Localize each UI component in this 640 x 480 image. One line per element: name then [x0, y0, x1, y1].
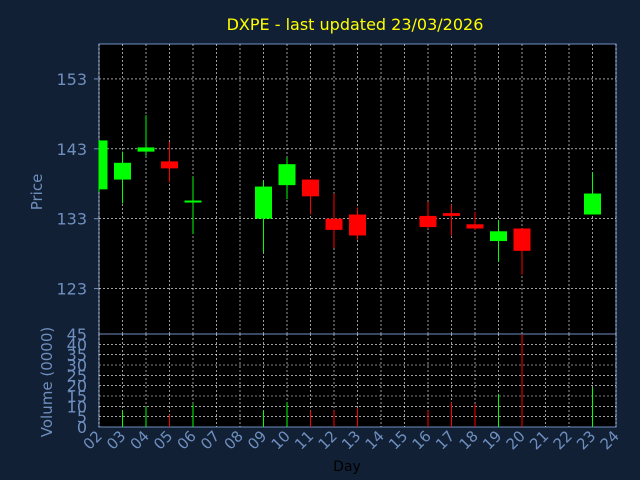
x-tick-label: 23: [573, 427, 599, 453]
candle-body: [490, 231, 507, 242]
price-tick-label: 153: [56, 70, 87, 89]
volume-tick-label: 30: [67, 356, 87, 375]
x-tick-label: 06: [174, 427, 200, 453]
candle-body: [99, 140, 108, 190]
x-tick-label: 19: [479, 427, 505, 453]
volume-tick-label: 45: [67, 325, 87, 344]
x-tick-label: 14: [362, 427, 388, 453]
candle-body: [513, 228, 531, 251]
x-tick-label: 05: [150, 427, 176, 453]
candle-body: [137, 147, 155, 152]
candle-body: [302, 179, 319, 197]
x-tick-label: 15: [385, 427, 411, 453]
candle-body: [584, 193, 601, 215]
price-tick-label: 133: [56, 210, 87, 229]
chart-title: DXPE - last updated 23/03/2026: [227, 15, 484, 34]
volume-tick-label: 15: [67, 387, 87, 406]
candle-body: [114, 162, 131, 180]
candle-body: [419, 215, 437, 228]
x-tick-label: 09: [244, 427, 270, 453]
price-panel: 123 133 143 153: [56, 43, 617, 335]
candle-body: [349, 214, 366, 236]
candle-body: [466, 224, 484, 229]
volume-tick-label: 40: [67, 335, 87, 354]
x-tick-label: 07: [197, 427, 223, 453]
volume-tick-label: 35: [67, 346, 87, 365]
x-tick-label: 17: [432, 427, 458, 453]
candle-body: [278, 164, 296, 186]
x-axis: 0203040506070809101112131415161718192021…: [80, 427, 623, 453]
x-tick-label: 18: [456, 427, 482, 453]
x-tick-label: 03: [103, 427, 129, 453]
x-tick-label: 24: [597, 427, 623, 453]
x-tick-label: 11: [291, 427, 317, 453]
x-tick-label: 22: [550, 427, 576, 453]
volume-tick-label: 0: [77, 418, 87, 437]
volume-tick-label: 5: [77, 408, 87, 427]
price-tick-label: 143: [56, 140, 87, 159]
x-axis-label: Day: [333, 459, 361, 475]
volume-tick-label: 10: [67, 397, 87, 416]
candle-body: [184, 200, 202, 203]
x-tick-label: 13: [338, 427, 364, 453]
volume-tick-label: 20: [67, 377, 87, 396]
x-tick-label: 16: [409, 427, 435, 453]
price-axis-label: Price: [28, 174, 46, 211]
candle-body: [325, 218, 343, 230]
volume-tick-label: 25: [67, 366, 87, 385]
x-tick-label: 12: [315, 427, 341, 453]
x-tick-label: 04: [127, 427, 153, 453]
candle-body: [161, 161, 178, 169]
x-tick-label: 10: [268, 427, 294, 453]
x-tick-label: 21: [526, 427, 552, 453]
x-tick-label: 08: [221, 427, 247, 453]
candle-body: [255, 186, 272, 219]
price-tick-label: 123: [56, 280, 87, 299]
volume-axis-label: Volume (0000): [38, 327, 56, 437]
candle-body: [443, 213, 460, 216]
x-tick-label: 20: [503, 427, 529, 453]
